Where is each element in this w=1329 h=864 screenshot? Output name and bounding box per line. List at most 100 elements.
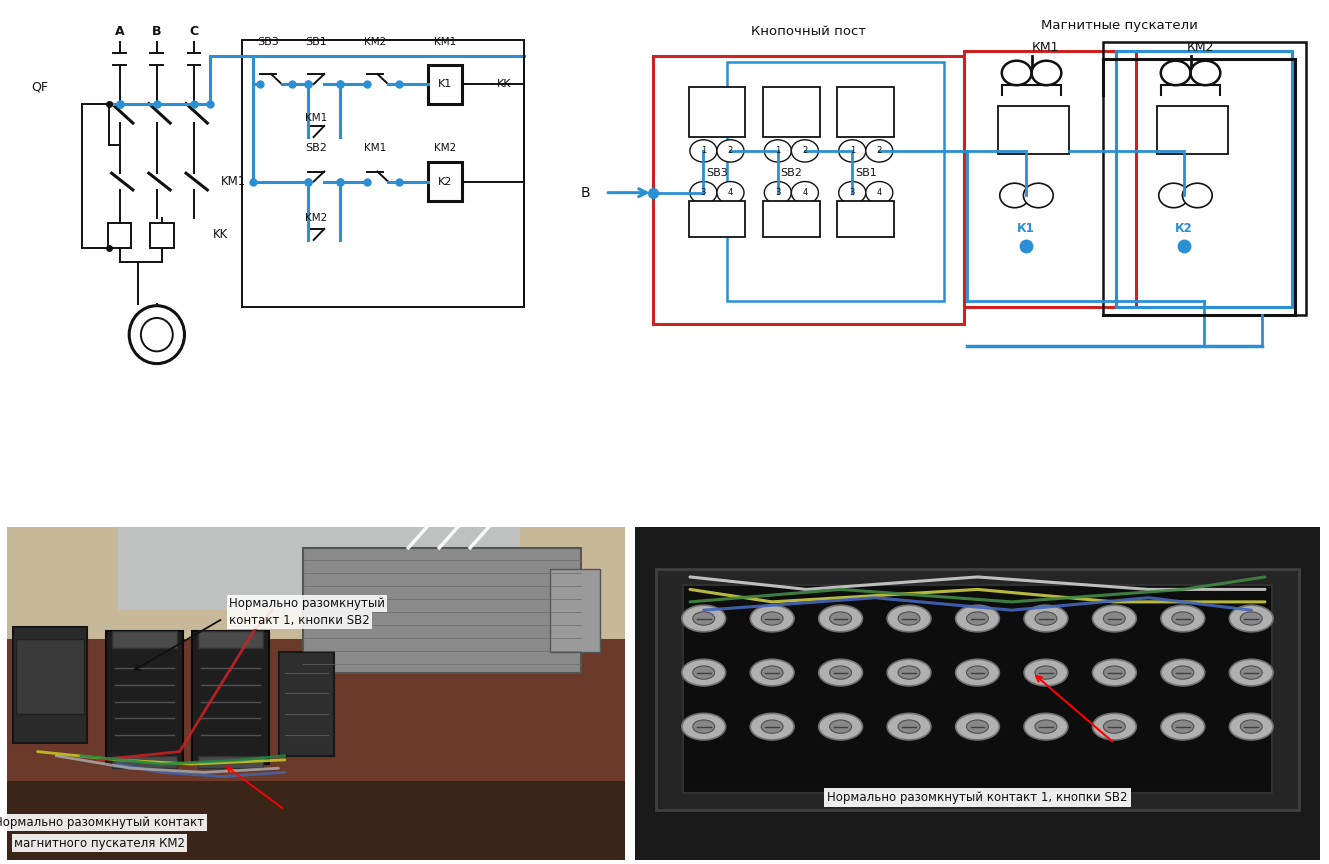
Text: 1: 1 (700, 146, 706, 156)
Circle shape (791, 181, 819, 204)
Circle shape (839, 181, 865, 204)
Bar (112, 756, 177, 768)
Bar (763, 201, 820, 238)
Text: KM1: KM1 (364, 143, 385, 153)
Circle shape (751, 659, 793, 686)
Text: B: B (581, 186, 590, 200)
Bar (837, 87, 894, 137)
Circle shape (865, 181, 893, 204)
Circle shape (1092, 659, 1136, 686)
Circle shape (762, 612, 783, 626)
Text: SB3: SB3 (258, 37, 279, 48)
Circle shape (1092, 714, 1136, 740)
Circle shape (888, 659, 930, 686)
Text: KM1: KM1 (433, 37, 456, 48)
Circle shape (762, 666, 783, 679)
Circle shape (1103, 720, 1126, 734)
Circle shape (1229, 659, 1273, 686)
Bar (688, 87, 746, 137)
Circle shape (764, 140, 791, 162)
Text: Нормально разомкнутый контакт: Нормально разомкнутый контакт (0, 816, 205, 829)
Circle shape (1172, 720, 1193, 734)
Text: SB2: SB2 (306, 143, 327, 153)
Text: KM2: KM2 (433, 143, 456, 153)
Circle shape (966, 666, 989, 679)
Text: K1: K1 (437, 79, 452, 89)
Circle shape (819, 714, 863, 740)
Bar (7, 781, 625, 860)
Circle shape (999, 183, 1030, 207)
Text: Нормально разомкнутый контакт 1, кнопки SB2: Нормально разомкнутый контакт 1, кнопки … (827, 791, 1128, 804)
Bar (653, 56, 964, 323)
Text: A: A (114, 25, 125, 38)
Text: K2: K2 (437, 176, 452, 187)
Circle shape (1183, 183, 1212, 207)
Circle shape (888, 605, 930, 632)
Bar (688, 201, 746, 238)
Circle shape (1229, 714, 1273, 740)
Circle shape (1159, 183, 1188, 207)
Circle shape (1035, 612, 1057, 626)
Text: KK: KK (213, 228, 227, 241)
Circle shape (966, 612, 989, 626)
Circle shape (690, 181, 716, 204)
Circle shape (1162, 714, 1204, 740)
Circle shape (829, 612, 852, 626)
Bar (7, 639, 625, 785)
Text: 3: 3 (849, 188, 855, 197)
Bar (1116, 51, 1292, 307)
Text: 1: 1 (849, 146, 855, 156)
Bar (279, 651, 334, 756)
Text: магнитного пускателя КМ2: магнитного пускателя КМ2 (13, 836, 185, 849)
Text: KM1: KM1 (221, 175, 246, 188)
Bar (16, 639, 84, 715)
Bar (105, 631, 183, 764)
Bar (7, 527, 625, 644)
Text: KK: KK (497, 79, 512, 89)
Text: 3: 3 (775, 188, 780, 197)
Circle shape (1035, 720, 1057, 734)
Text: B: B (152, 25, 162, 38)
Circle shape (898, 720, 920, 734)
Circle shape (1092, 605, 1136, 632)
Circle shape (716, 181, 744, 204)
Circle shape (682, 659, 726, 686)
Circle shape (819, 605, 863, 632)
Text: QF: QF (32, 80, 48, 93)
Bar (198, 631, 263, 648)
Bar (550, 569, 599, 651)
Circle shape (956, 659, 999, 686)
Text: 4: 4 (728, 188, 734, 197)
Text: контакт 1, кнопки SB2: контакт 1, кнопки SB2 (229, 613, 369, 627)
Text: 1: 1 (775, 146, 780, 156)
Bar (242, 40, 524, 307)
Bar (837, 201, 894, 238)
Circle shape (1240, 720, 1263, 734)
Circle shape (1240, 666, 1263, 679)
Circle shape (1103, 666, 1126, 679)
Circle shape (1025, 659, 1067, 686)
Circle shape (865, 140, 893, 162)
Text: Кнопочный пост: Кнопочный пост (751, 25, 865, 38)
Text: 2: 2 (728, 146, 734, 156)
Circle shape (762, 720, 783, 734)
Circle shape (682, 714, 726, 740)
Circle shape (692, 720, 715, 734)
Text: 4: 4 (877, 188, 882, 197)
Circle shape (966, 720, 989, 734)
Bar (998, 106, 1069, 154)
Text: 2: 2 (877, 146, 882, 156)
Text: SB1: SB1 (855, 168, 877, 178)
Bar (193, 631, 270, 764)
Circle shape (1172, 612, 1193, 626)
Circle shape (690, 140, 716, 162)
Bar (303, 548, 581, 672)
Circle shape (888, 714, 930, 740)
Circle shape (1162, 659, 1204, 686)
Circle shape (1103, 612, 1126, 626)
Circle shape (692, 612, 715, 626)
Bar (763, 87, 820, 137)
Bar (428, 162, 462, 201)
Text: 4: 4 (803, 188, 808, 197)
Bar (428, 65, 462, 104)
